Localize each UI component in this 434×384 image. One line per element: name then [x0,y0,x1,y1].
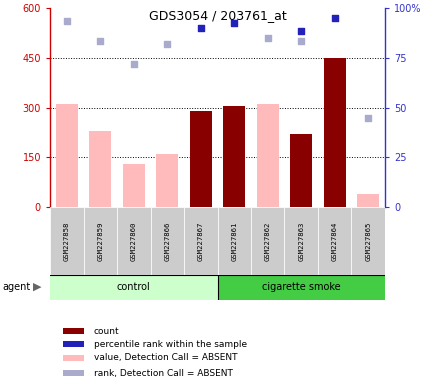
Point [364,114,371,121]
Bar [323,58,345,207]
Text: GSM227865: GSM227865 [365,221,370,261]
Point [164,41,171,47]
Bar [217,275,384,300]
Bar [156,154,178,207]
Bar [56,104,78,207]
Point [331,15,338,21]
Text: control: control [117,282,150,292]
Text: GSM227859: GSM227859 [97,221,103,261]
Text: agent: agent [2,282,30,292]
Bar [50,207,83,275]
Bar [122,164,145,207]
Bar [250,207,284,275]
Bar [63,354,83,361]
Bar [289,134,312,207]
Point [130,61,137,67]
Point [97,38,104,44]
Point [230,20,237,26]
Bar [184,207,217,275]
Bar [150,207,184,275]
Text: rank, Detection Call = ABSENT: rank, Detection Call = ABSENT [93,369,232,377]
Text: GSM227861: GSM227861 [231,221,237,261]
Point [297,28,304,34]
Text: value, Detection Call = ABSENT: value, Detection Call = ABSENT [93,353,237,362]
Bar [356,194,378,207]
Bar [117,207,150,275]
Point [297,38,304,44]
Point [63,18,70,24]
Bar [89,131,111,207]
Bar [63,341,83,348]
Bar [351,207,384,275]
Text: percentile rank within the sample: percentile rank within the sample [93,340,246,349]
Text: GSM227862: GSM227862 [264,221,270,261]
Text: cigarette smoke: cigarette smoke [261,282,340,292]
Bar [317,207,351,275]
Point [197,25,204,31]
Bar [83,207,117,275]
Bar [50,275,217,300]
Bar [223,106,245,207]
Text: GSM227860: GSM227860 [131,221,136,261]
Text: GSM227863: GSM227863 [298,221,303,261]
Text: GDS3054 / 203761_at: GDS3054 / 203761_at [148,9,286,22]
Point [264,35,271,41]
Bar [284,207,317,275]
Bar [63,328,83,334]
Text: GSM227858: GSM227858 [64,221,69,261]
Bar [256,104,278,207]
Text: GSM227864: GSM227864 [331,221,337,261]
Text: GSM227866: GSM227866 [164,221,170,261]
Text: count: count [93,327,119,336]
Text: GSM227867: GSM227867 [197,221,203,261]
Bar [63,370,83,376]
Bar [189,111,211,207]
Bar [217,207,250,275]
Text: ▶: ▶ [33,282,41,292]
